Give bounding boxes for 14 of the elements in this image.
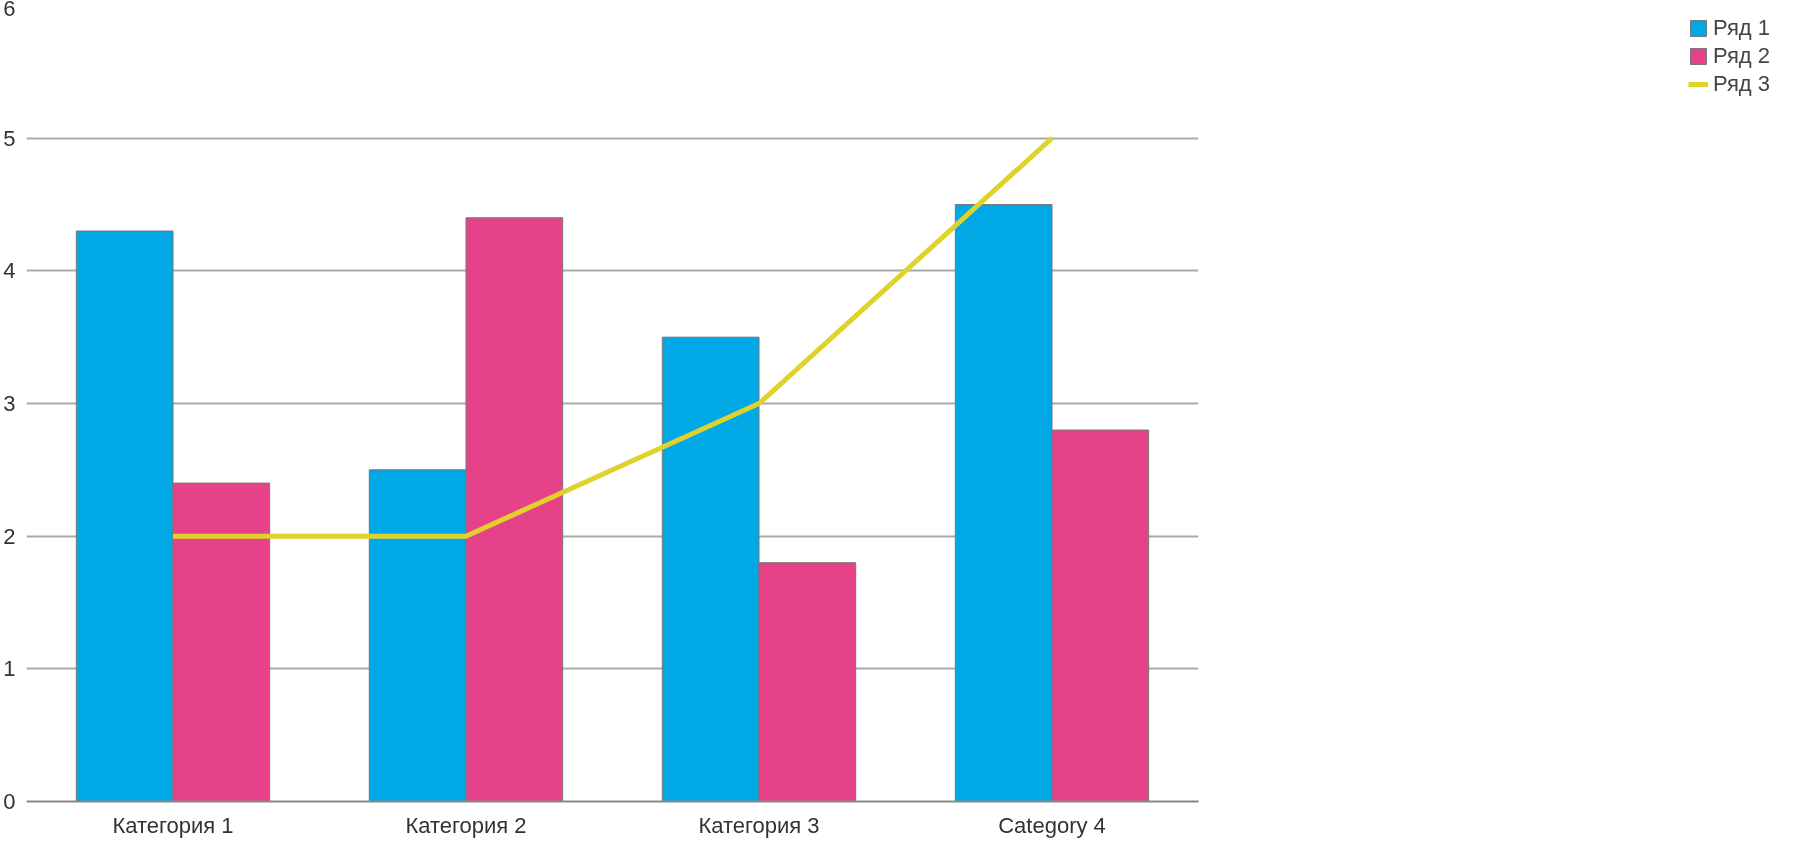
x-tick-label: Категория 1 xyxy=(112,812,234,838)
y-tick-label: 6 xyxy=(3,0,16,21)
legend-label: Ряд 3 xyxy=(1712,71,1770,97)
legend-label: Ряд 2 xyxy=(1712,43,1770,69)
legend-label: Ряд 1 xyxy=(1712,15,1770,41)
x-tick-label: Категория 3 xyxy=(698,812,820,838)
y-tick-label: 0 xyxy=(3,789,16,814)
x-tick-label: Категория 2 xyxy=(405,812,527,838)
y-tick-label: 2 xyxy=(3,523,16,549)
y-tick-label: 1 xyxy=(3,656,16,682)
x-tick-label: Category 4 xyxy=(998,812,1106,838)
y-tick-label: 5 xyxy=(3,125,16,151)
y-tick-label: 3 xyxy=(3,391,16,416)
y-tick-label: 4 xyxy=(3,258,16,284)
